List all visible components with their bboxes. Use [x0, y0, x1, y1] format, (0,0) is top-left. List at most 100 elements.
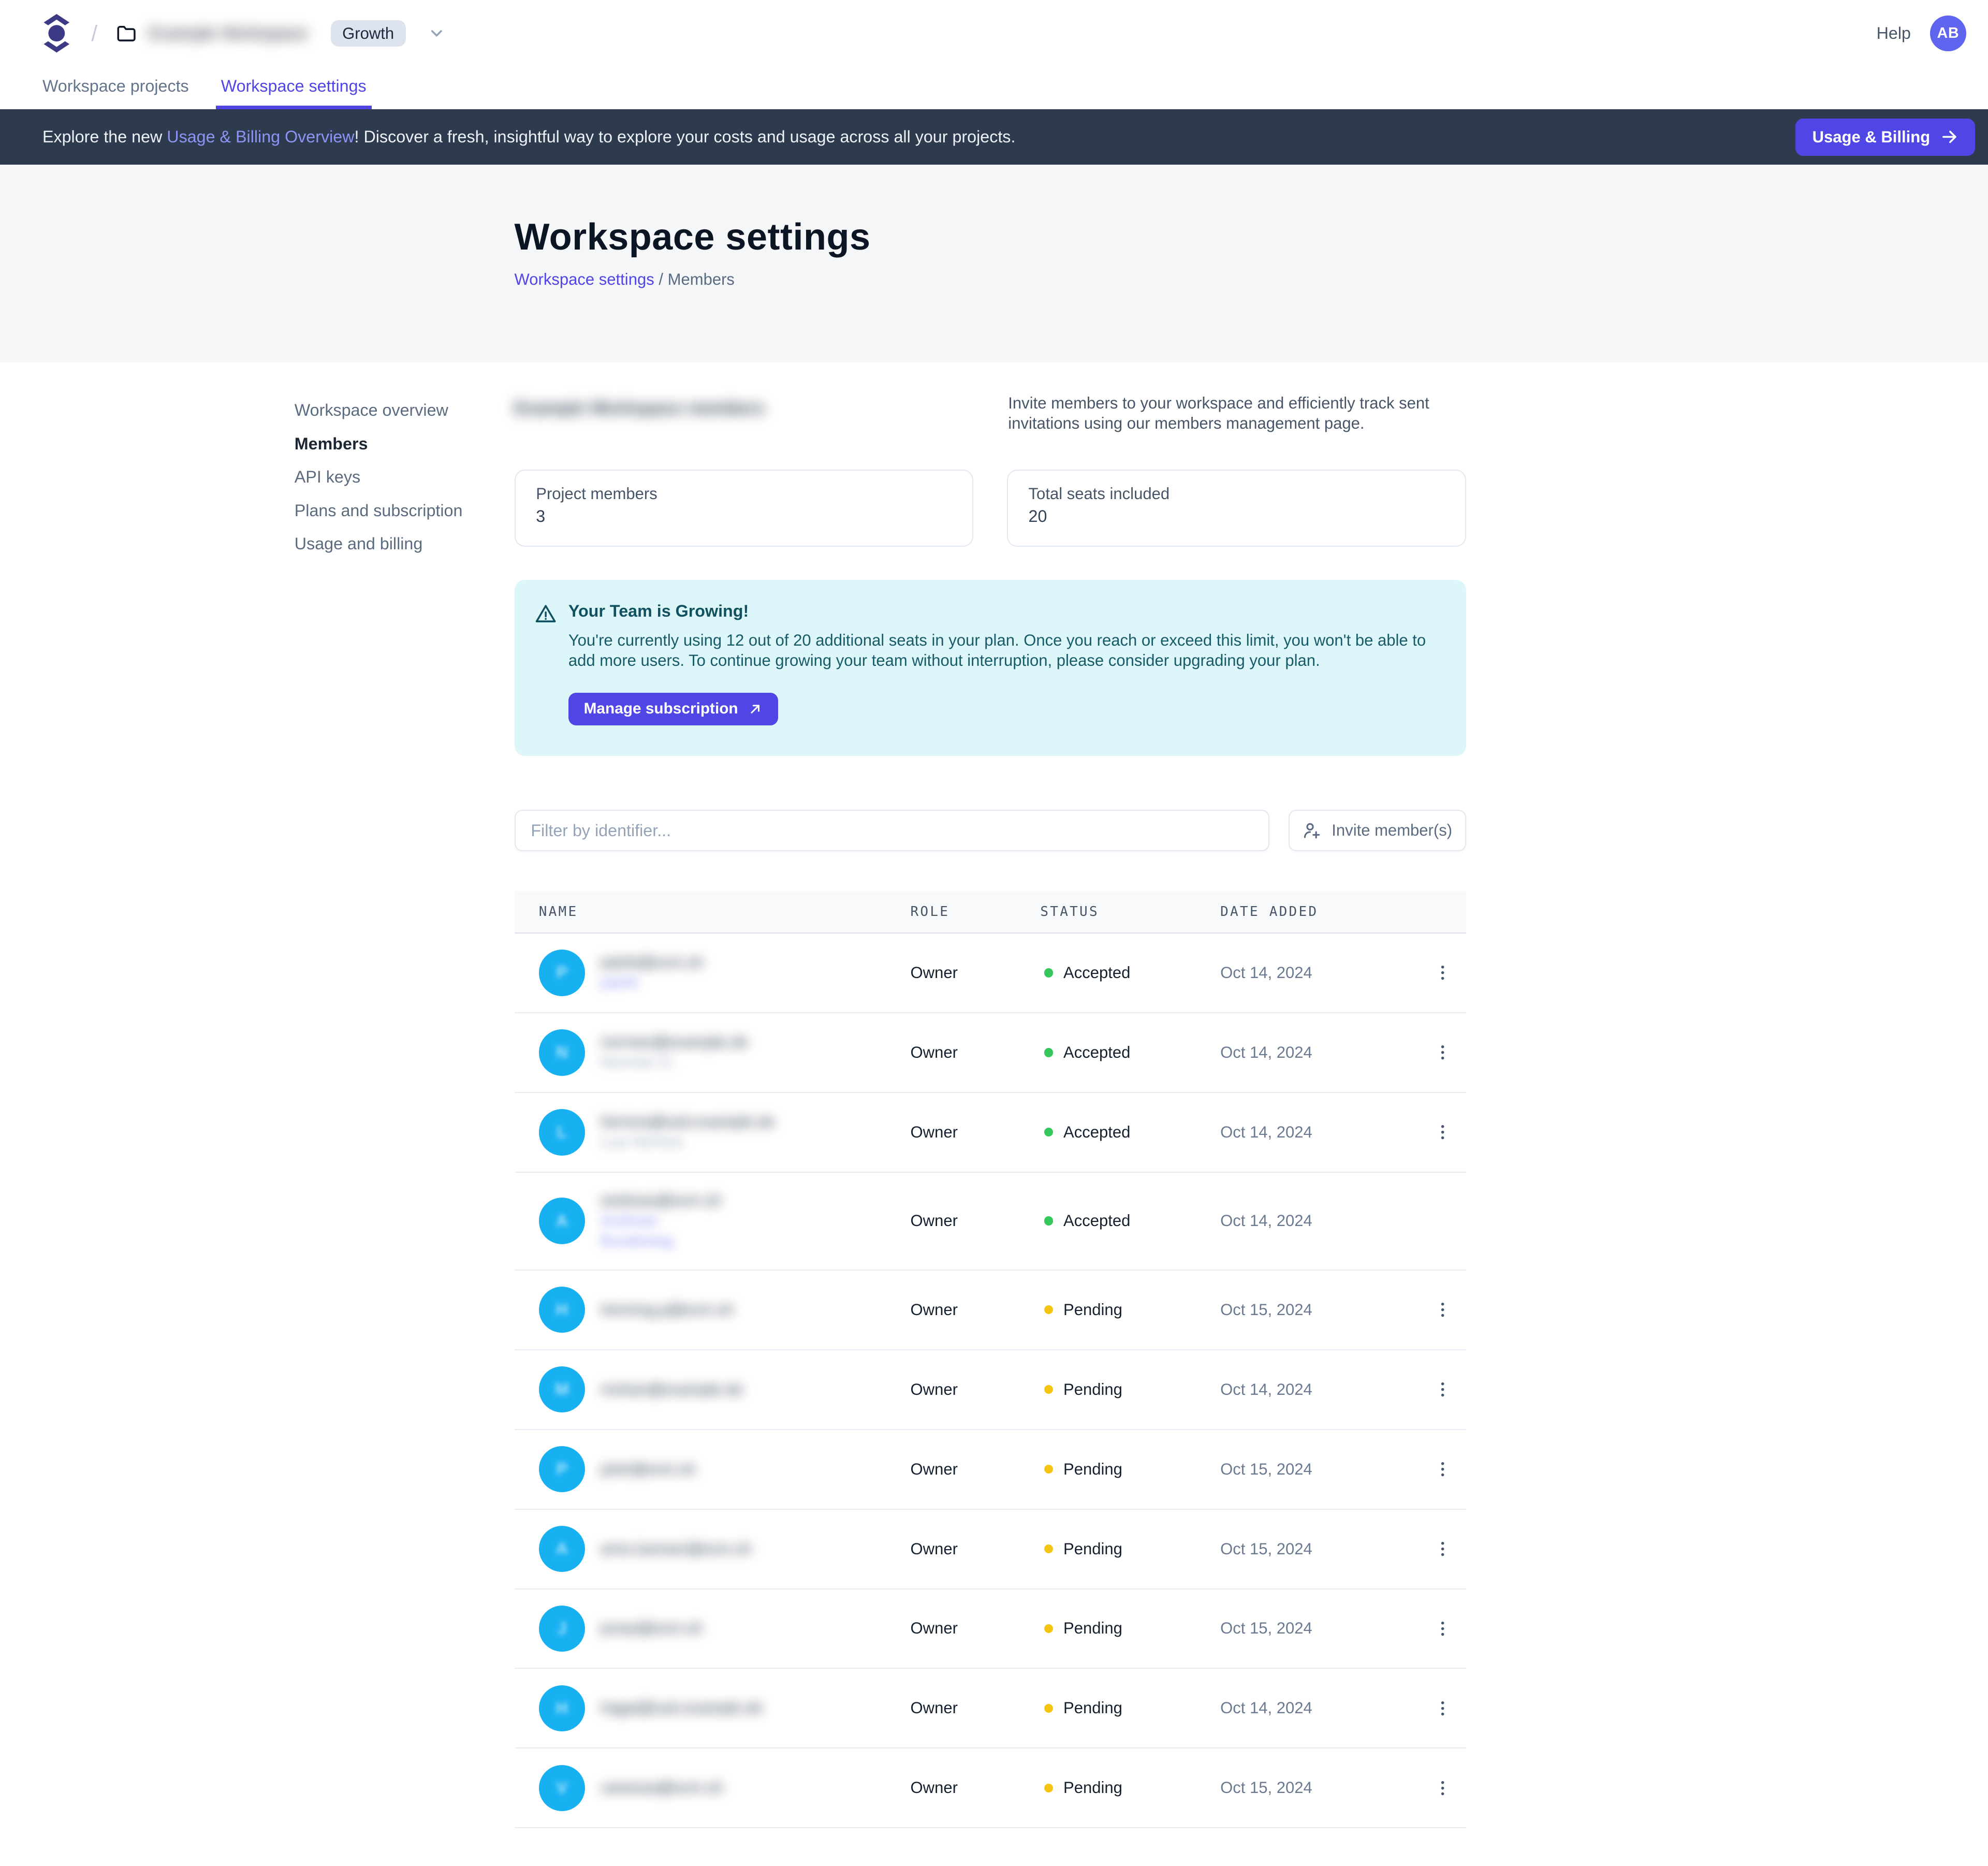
tab-workspace-settings[interactable]: Workspace settings	[215, 67, 372, 110]
header-actions: Help AB	[1876, 15, 1966, 52]
kebab-icon	[1441, 1701, 1444, 1716]
column-header: ROLE	[910, 903, 950, 920]
row-menu-button[interactable]	[1427, 1037, 1458, 1068]
member-role: Owner	[910, 1043, 958, 1061]
row-menu-button[interactable]	[1427, 1117, 1458, 1148]
warning-icon	[536, 605, 556, 622]
row-menu-button[interactable]	[1427, 1613, 1458, 1644]
invite-members-button[interactable]: Invite member(s)	[1288, 810, 1466, 851]
status-dot-icon	[1044, 1048, 1054, 1057]
table-row: P piotr@exm.sh Owner Pending Oct 15, 202…	[514, 1430, 1466, 1510]
status-badge: Accepted	[1040, 1043, 1220, 1062]
status-text: Accepted	[1063, 1212, 1131, 1230]
member-date-added: Oct 15, 2024	[1220, 1778, 1312, 1797]
member-secondary: Norman O.	[600, 1054, 676, 1071]
tab-workspace-projects[interactable]: Workspace projects	[42, 77, 189, 96]
row-menu-button[interactable]	[1427, 1534, 1458, 1565]
member-role: Owner	[910, 1539, 958, 1558]
banner-link[interactable]: Usage & Billing Overview	[167, 127, 355, 146]
status-badge: Accepted	[1040, 1123, 1220, 1142]
member-date-added: Oct 15, 2024	[1220, 1460, 1312, 1478]
table-row: P patrik@exm.sh patrik Owner Accepted Oc…	[514, 934, 1466, 1013]
member-date-added: Oct 14, 2024	[1220, 1380, 1312, 1398]
table-toolbar: Invite member(s)	[514, 810, 1466, 851]
alert-title: Your Team is Growing!	[568, 602, 749, 621]
member-date-added: Oct 14, 2024	[1220, 1043, 1312, 1061]
stat-value: 20	[1028, 507, 1047, 526]
filter-input[interactable]	[514, 810, 1269, 851]
status-text: Pending	[1063, 1460, 1122, 1478]
table-row: L herrera@sub.example.de Lua Herrera Own…	[514, 1093, 1466, 1173]
member-date-added: Oct 14, 2024	[1220, 963, 1312, 982]
usage-billing-button[interactable]: Usage & Billing	[1795, 118, 1976, 156]
table-row: H hagai@sub.example.de Owner Pending Oct…	[514, 1669, 1466, 1749]
status-dot-icon	[1044, 1216, 1054, 1226]
member-date-added: Oct 15, 2024	[1220, 1539, 1312, 1558]
row-menu-button[interactable]	[1427, 1773, 1458, 1804]
alert-body: You're currently using 12 out of 20 addi…	[568, 631, 1426, 670]
member-email: hagai@sub.example.de	[600, 1699, 763, 1717]
status-text: Pending	[1063, 1778, 1122, 1797]
member-date-added: Oct 14, 2024	[1220, 1699, 1312, 1717]
member-role: Owner	[910, 1300, 958, 1319]
user-avatar[interactable]: AB	[1930, 15, 1966, 52]
chevron-down-icon[interactable]	[428, 24, 446, 42]
members-table-body: P patrik@exm.sh patrik Owner Accepted Oc…	[514, 934, 1466, 1829]
sidebar-item-api-keys[interactable]: API keys	[294, 468, 361, 487]
help-link[interactable]: Help	[1876, 24, 1911, 43]
member-avatar: P	[538, 950, 586, 996]
workspace-switcher[interactable]: Example Workspace Growth	[115, 20, 446, 47]
member-email: jonas@exm.sh	[600, 1620, 703, 1637]
status-badge: Accepted	[1040, 964, 1220, 982]
status-badge: Pending	[1040, 1778, 1220, 1797]
breadcrumb-link[interactable]: Workspace settings	[514, 270, 654, 288]
ory-logo-icon[interactable]	[42, 14, 71, 53]
member-stats: Project members 3 Total seats included 2…	[514, 469, 1466, 547]
row-menu-button[interactable]	[1427, 1454, 1458, 1485]
member-secondary[interactable]: Andreas	[600, 1212, 658, 1230]
arrow-up-right-icon	[751, 705, 760, 713]
sidebar-item-usage-and-billing[interactable]: Usage and billing	[294, 534, 423, 553]
member-secondary[interactable]: patrik	[600, 974, 638, 992]
stat-value: 3	[536, 507, 546, 526]
member-name-cell: V vanessa@exm.sh	[515, 1765, 911, 1812]
member-role: Owner	[910, 1212, 958, 1230]
column-header: NAME	[538, 903, 578, 920]
member-email: herrera@sub.example.de	[600, 1113, 775, 1131]
member-name-cell: A arne.luenser@exm.sh	[515, 1525, 911, 1572]
member-name-cell: L herrera@sub.example.de Lua Herrera	[515, 1109, 911, 1156]
member-name-cell: J jonas@exm.sh	[515, 1605, 911, 1652]
stat-card-total-seats: Total seats included 20	[1006, 469, 1466, 547]
arrow-right-icon	[1942, 130, 1956, 143]
status-dot-icon	[1044, 1703, 1054, 1713]
sidebar-item-members[interactable]: Members	[294, 434, 368, 453]
stat-label: Project members	[536, 484, 657, 503]
member-name-cell: N norman@example.de Norman O.	[515, 1029, 911, 1076]
member-role: Owner	[910, 1619, 958, 1638]
member-avatar: P	[538, 1446, 586, 1493]
kebab-icon	[1441, 1302, 1444, 1317]
row-menu-button[interactable]	[1427, 1693, 1458, 1724]
member-date-added: Oct 15, 2024	[1220, 1300, 1312, 1319]
settings-sidenav: Workspace overview Members API keys Plans a…	[295, 393, 463, 561]
row-menu-button[interactable]	[1427, 1294, 1458, 1325]
manage-subscription-button[interactable]: Manage subscription	[568, 693, 778, 725]
row-menu-button[interactable]	[1427, 1374, 1458, 1405]
member-name-cell: A andreas@exm.sh Andreas Buraleweg	[515, 1192, 911, 1250]
usage-billing-banner: Explore the new Usage & Billing Overview…	[0, 109, 1988, 165]
member-secondary[interactable]: Buraleweg	[600, 1232, 674, 1250]
members-table-header: NAME ROLE STATUS DATE ADDED	[514, 891, 1466, 934]
kebab-icon	[1441, 1382, 1444, 1397]
status-dot-icon	[1044, 1384, 1054, 1394]
member-email: arne.luenser@exm.sh	[600, 1540, 752, 1557]
member-role: Owner	[910, 1122, 958, 1141]
status-dot-icon	[1044, 1783, 1054, 1793]
table-row: N norman@example.de Norman O. Owner Acce…	[514, 1013, 1466, 1093]
member-email: mohan@example.de	[600, 1380, 743, 1398]
sidebar-item-plans-and-subscription[interactable]: Plans and subscription	[294, 501, 463, 520]
member-date-added: Oct 14, 2024	[1220, 1212, 1312, 1230]
status-dot-icon	[1044, 1305, 1054, 1315]
row-menu-button[interactable]	[1427, 957, 1458, 988]
sidebar-item-workspace-overview[interactable]: Workspace overview	[294, 401, 448, 420]
status-text: Pending	[1063, 1300, 1122, 1319]
